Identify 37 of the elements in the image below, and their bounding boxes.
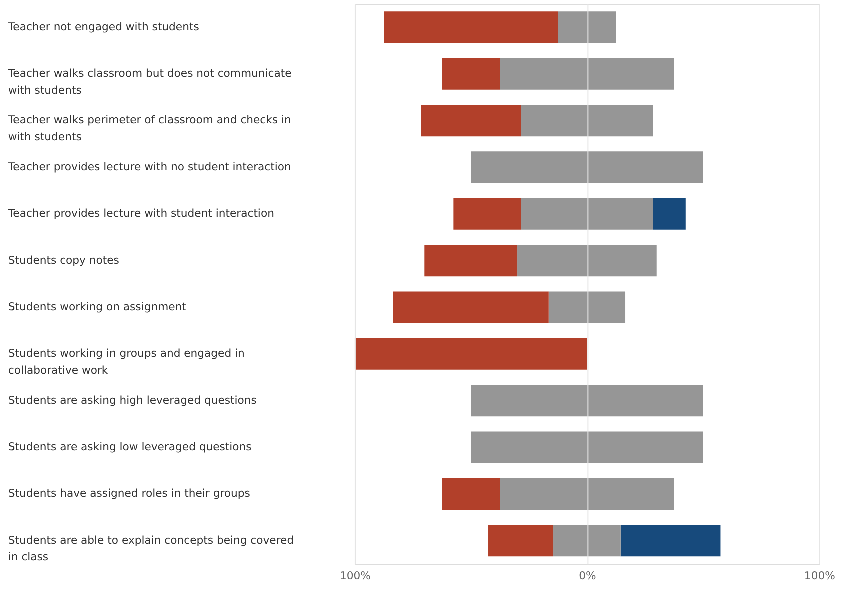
bar bbox=[442, 478, 500, 510]
bar bbox=[500, 58, 674, 90]
x-tick-label: 100% bbox=[804, 569, 836, 582]
y-tick-label: Students are able to explain concepts being covered in class bbox=[8, 534, 294, 564]
bar bbox=[471, 432, 704, 464]
y-tick-label: Teacher provides lecture with no student interaction bbox=[7, 160, 292, 174]
bar bbox=[384, 12, 558, 44]
y-tick-label: Teacher walks classroom but does not communicate with students bbox=[7, 67, 292, 97]
bar bbox=[454, 198, 522, 230]
x-tick-label: 0% bbox=[579, 569, 596, 582]
y-tick-label: Students have assigned roles in their groups bbox=[8, 487, 251, 500]
bar bbox=[558, 12, 616, 44]
bar bbox=[518, 245, 657, 277]
bar bbox=[354, 338, 588, 370]
bar bbox=[500, 478, 674, 510]
y-tick-label: Students working in groups and engaged in collaborative work bbox=[8, 347, 245, 377]
bar bbox=[421, 105, 522, 137]
bar bbox=[442, 58, 500, 90]
bar bbox=[653, 198, 686, 230]
y-tick-label: Students copy notes bbox=[8, 254, 120, 267]
y-tick-label: Teacher provides lecture with student interaction bbox=[7, 207, 274, 220]
bar bbox=[521, 105, 654, 137]
bar bbox=[554, 525, 621, 557]
bar bbox=[471, 152, 704, 184]
bar bbox=[521, 198, 654, 230]
y-tick-label: Teacher not engaged with students bbox=[7, 20, 200, 34]
bar bbox=[393, 292, 549, 324]
bar bbox=[620, 525, 721, 557]
bar bbox=[471, 385, 704, 417]
x-tick-label: 100% bbox=[340, 569, 371, 582]
bar bbox=[548, 292, 626, 324]
bar bbox=[424, 245, 518, 277]
y-tick-label: Teacher walks perimeter of classroom and checks in with students bbox=[7, 114, 292, 144]
bar bbox=[488, 525, 554, 557]
y-tick-label: Students are asking high leveraged questions bbox=[8, 394, 258, 407]
y-tick-label: Students working on assignment bbox=[8, 300, 186, 314]
y-tick-label: Students are asking low leveraged questions bbox=[8, 440, 252, 454]
